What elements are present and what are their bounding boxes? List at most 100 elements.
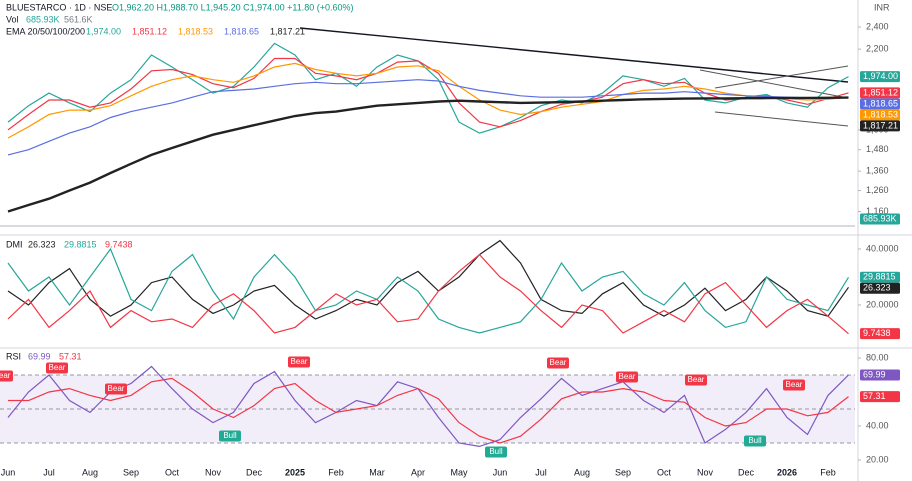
volume-label: Vol — [6, 14, 19, 24]
value-box — [860, 391, 900, 403]
signal-label: Bear — [786, 380, 803, 389]
signal-label: Bull — [223, 431, 237, 440]
trendline — [714, 65, 849, 89]
value-box — [860, 271, 900, 283]
header-value: 1,818.53 — [178, 26, 213, 36]
series-line — [7, 62, 849, 139]
symbol-title: BLUESTARCO · 1D · NSE — [6, 2, 112, 12]
y-tick-label: 1,160 — [866, 206, 889, 216]
currency: INR — [874, 2, 890, 12]
x-tick-label: Sep — [615, 467, 631, 477]
x-tick-label: Feb — [328, 467, 344, 477]
signal-box — [485, 446, 507, 458]
y-tick-label: 40.0000 — [866, 243, 899, 253]
x-tick-label: Jun — [493, 467, 508, 477]
value-box — [860, 282, 900, 294]
header-value: 9.7438 — [105, 239, 133, 249]
dmi-title: DMI — [6, 239, 23, 249]
x-tick-label: Aug — [82, 467, 98, 477]
x-tick-label: Dec — [246, 467, 263, 477]
value-label: 1,851.12 — [863, 87, 898, 97]
value-box — [860, 369, 900, 381]
signal-box — [744, 435, 766, 447]
x-tick-label: Jul — [535, 467, 547, 477]
value-box — [860, 328, 900, 340]
signal-label: Bear — [291, 357, 308, 366]
series-line — [7, 79, 849, 156]
x-tick-label: Jun — [1, 467, 16, 477]
y-tick-label: 2,400 — [866, 21, 889, 31]
signal-box — [685, 374, 707, 386]
value-box — [860, 98, 900, 110]
value-label: 1,818.53 — [863, 109, 898, 119]
value-label: 1,817.21 — [863, 120, 898, 130]
volume-value: 685.93K — [26, 14, 60, 24]
value-label: 29.8815 — [863, 272, 896, 282]
x-tick-label: 2026 — [777, 467, 797, 477]
x-tick-label: Nov — [697, 467, 714, 477]
y-tick-label: 1,360 — [866, 166, 889, 176]
header-value: 57.31 — [59, 351, 82, 361]
series-line — [7, 365, 849, 448]
signal-box — [547, 357, 569, 369]
signal-label: Bear — [550, 358, 567, 367]
signal-box — [0, 370, 13, 382]
header-value: 1,818.65 — [224, 26, 259, 36]
x-tick-label: Mar — [369, 467, 385, 477]
signal-label: Bull — [489, 447, 503, 456]
y-tick-label: 80.00 — [866, 352, 889, 362]
x-tick-label: Oct — [657, 467, 672, 477]
value-label: 69.99 — [863, 369, 886, 379]
series-line — [7, 96, 849, 213]
series-line — [7, 42, 849, 134]
value-box — [860, 213, 900, 225]
x-tick-label: 2025 — [285, 467, 305, 477]
y-tick-label: 1,260 — [866, 185, 889, 195]
value-label: 1,974.00 — [863, 71, 898, 81]
header-value: 1,817.21 — [270, 26, 305, 36]
header-value: 1,974.00 — [86, 26, 121, 36]
header-value: 29.8815 — [64, 239, 97, 249]
series-line — [7, 239, 849, 320]
y-tick-label: 2,200 — [866, 43, 889, 53]
y-tick-label: 20.0000 — [866, 299, 899, 309]
y-tick-label: 40.00 — [866, 420, 889, 430]
signal-label: Bear — [619, 372, 636, 381]
value-label: 685.93K — [863, 213, 897, 223]
value-box — [860, 120, 900, 132]
signal-label: Bear — [108, 384, 125, 393]
signal-box — [105, 383, 127, 395]
ohlc: O1,962.20 H1,988.70 L1,945.20 C1,974.00 … — [112, 2, 354, 12]
series-line — [7, 253, 849, 335]
x-tick-label: Oct — [165, 467, 180, 477]
x-tick-label: May — [450, 467, 468, 477]
value-box — [860, 109, 900, 121]
value-label: 57.31 — [863, 391, 886, 401]
x-tick-label: Sep — [123, 467, 139, 477]
x-tick-label: Aug — [574, 467, 590, 477]
x-tick-label: Dec — [738, 467, 755, 477]
signal-box — [783, 379, 805, 391]
value-box — [860, 71, 900, 83]
x-tick-label: Apr — [411, 467, 425, 477]
header-value: 26.323 — [28, 239, 56, 249]
x-tick-label: Feb — [820, 467, 836, 477]
signal-label: Bull — [748, 436, 762, 445]
series-line — [7, 57, 849, 131]
volume-ma: 561.6K — [64, 14, 93, 24]
value-label: 9.7438 — [863, 328, 891, 338]
y-tick-label: 1,480 — [866, 144, 889, 154]
signal-box — [288, 356, 310, 368]
ema-label: EMA 20/50/100/200 — [6, 26, 85, 36]
trendline — [714, 111, 849, 127]
series-line — [7, 247, 850, 334]
header-value: 69.99 — [28, 351, 51, 361]
x-tick-label: Jul — [43, 467, 55, 477]
rsi-title: RSI — [6, 351, 21, 361]
signal-label: Bear — [49, 363, 66, 372]
y-tick-label: 20.00 — [866, 454, 889, 464]
value-box — [860, 87, 900, 99]
value-label: 1,818.65 — [863, 98, 898, 108]
